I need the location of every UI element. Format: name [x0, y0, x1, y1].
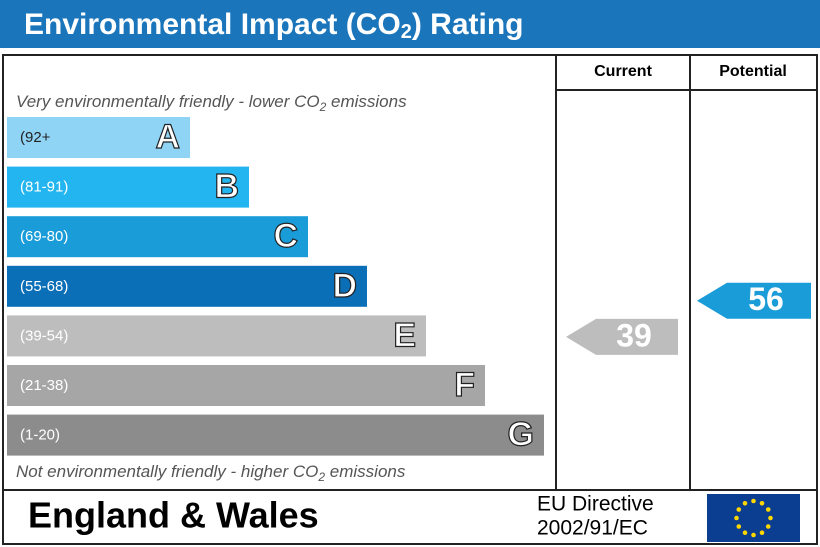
star	[742, 500, 748, 506]
directive: 2002/91/EC	[537, 517, 648, 540]
note-text: emissions	[325, 462, 406, 481]
note-text: emissions	[326, 92, 407, 111]
title: Environmental Impact (CO2) Rating	[24, 8, 524, 43]
band-range: (39-54)	[20, 327, 68, 344]
top-note: Very environmentally friendly - lower CO…	[16, 92, 407, 114]
star	[759, 500, 765, 506]
rating-value: 56	[748, 281, 784, 317]
star	[765, 524, 771, 529]
star	[765, 507, 771, 512]
column-header: Current	[594, 63, 652, 80]
star	[768, 515, 773, 521]
rating-arrow	[697, 282, 811, 319]
region: England & Wales	[28, 495, 319, 536]
band-range: (21-38)	[20, 377, 68, 394]
rating-value: 39	[616, 317, 652, 353]
note-sub: 2	[319, 100, 327, 114]
bottom-note: Not environmentally friendly - higher CO…	[16, 462, 406, 484]
star	[751, 498, 756, 504]
star	[734, 515, 739, 521]
band-range: (1-20)	[20, 427, 60, 444]
frame	[2, 54, 818, 545]
band-range: (69-80)	[20, 228, 68, 245]
band	[7, 315, 426, 357]
band	[7, 265, 367, 307]
band	[7, 216, 308, 258]
band-letter: F	[454, 366, 475, 404]
star	[736, 507, 742, 512]
band	[7, 166, 249, 208]
band-letter: A	[155, 118, 180, 156]
title-sub: 2	[401, 21, 412, 43]
band	[7, 117, 190, 158]
band-letter: D	[332, 267, 357, 305]
band	[7, 414, 544, 456]
star	[736, 524, 742, 529]
band-range: (92+	[20, 129, 51, 146]
star	[742, 530, 748, 536]
title-bar	[0, 0, 820, 48]
note-sub: 2	[317, 470, 325, 484]
band-letter: E	[393, 316, 416, 354]
eu-stars	[734, 498, 773, 538]
band-letter: B	[214, 168, 239, 206]
note-text: Not environmentally friendly - higher CO	[16, 462, 318, 481]
band-range: (55-68)	[20, 278, 68, 295]
band-letter: G	[508, 416, 534, 454]
star	[751, 532, 756, 538]
rating-arrow	[566, 318, 678, 355]
note-text: Very environmentally friendly - lower CO	[16, 92, 320, 111]
title-text: ) Rating	[412, 8, 524, 41]
band-letter: C	[273, 217, 298, 255]
star	[759, 530, 765, 536]
title-text: Environmental Impact (CO	[24, 8, 401, 41]
band	[7, 365, 485, 406]
directive: EU Directive	[537, 493, 654, 516]
column-header: Potential	[719, 63, 787, 80]
band-range: (81-91)	[20, 179, 68, 196]
